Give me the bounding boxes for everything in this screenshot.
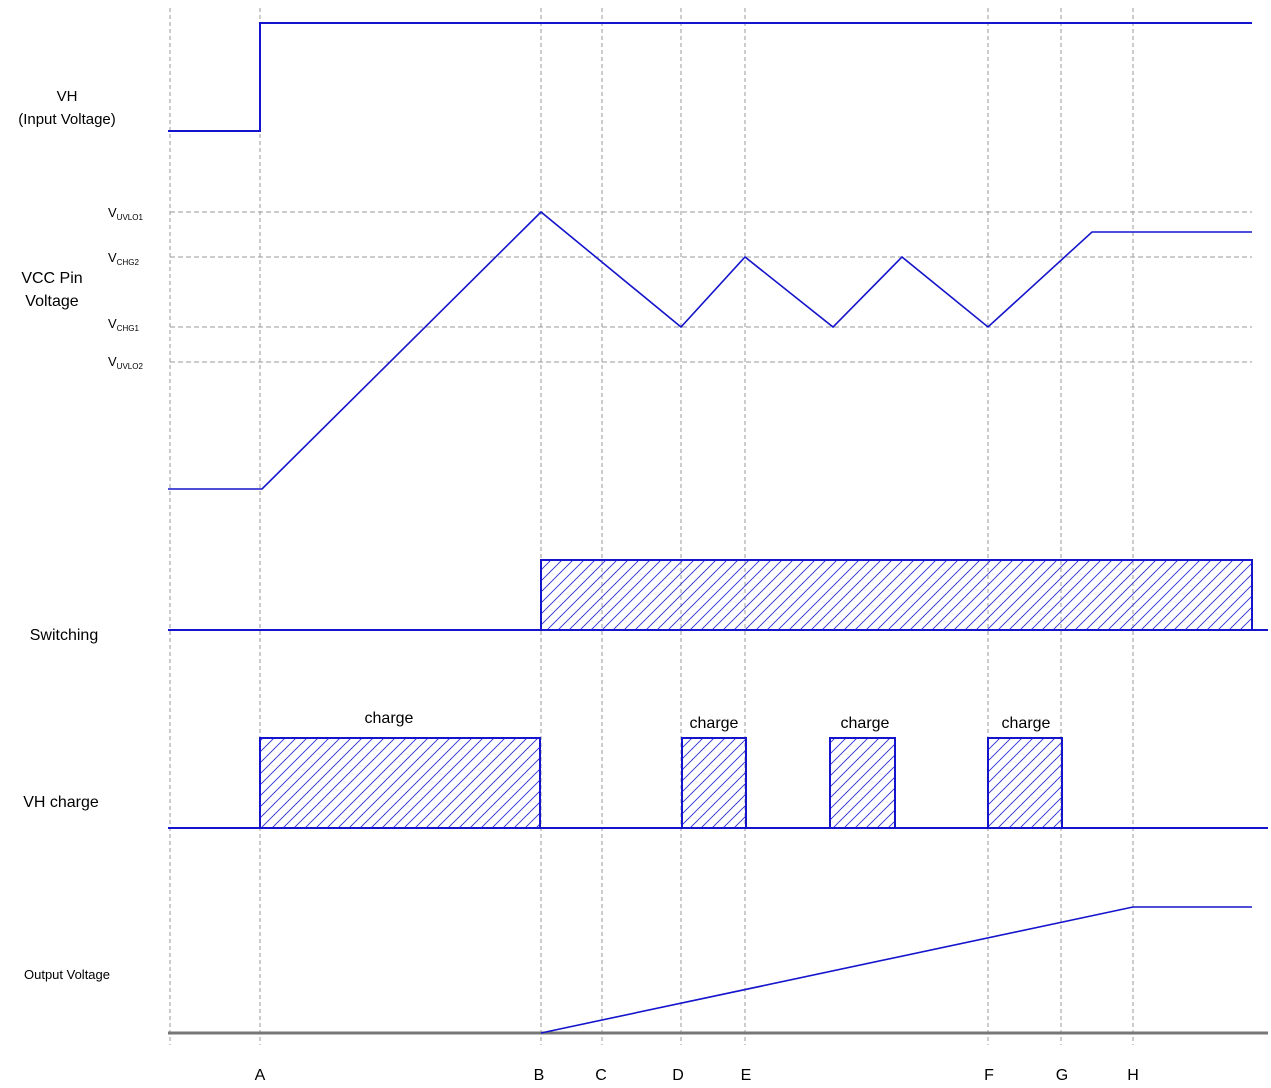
level-chg2-label: VCHG2 [108,250,139,267]
charge-block-1 [259,737,541,829]
time-marker-b: B [534,1067,545,1084]
charge-block-2 [681,737,747,829]
time-marker-a: A [255,1067,266,1084]
time-guides [169,8,1134,1045]
level-uvlo1-label: VUVLO1 [108,205,143,222]
switching-label: Switching [30,627,98,644]
vh-charge-label: VH charge [23,794,99,811]
time-marker-e: E [741,1067,752,1084]
vcc-label-line1: VCC Pin [21,270,82,287]
level-guides [170,211,1252,363]
time-marker-h: H [1127,1067,1139,1084]
level-uvlo2-label: VUVLO2 [108,354,143,371]
level-chg2-sub: CHG2 [117,258,140,267]
charge-label-1: charge [365,710,414,727]
output-voltage-label: Output Voltage [24,967,110,982]
charge-label-4: charge [1002,715,1051,732]
vcc-label-line2: Voltage [25,293,78,310]
charge-label-2: charge [690,715,739,732]
time-marker-g: G [1056,1067,1068,1084]
time-marker-c: C [595,1067,607,1084]
level-uvlo2-sub: UVLO2 [117,362,144,371]
charge-block-4 [987,737,1063,829]
charge-label-3: charge [841,715,890,732]
output-trace [540,906,1252,1034]
vh-trace [168,22,1252,132]
time-marker-f: F [984,1067,994,1084]
level-uvlo1-sub: UVLO1 [117,213,144,222]
vh-label-line2: (Input Voltage) [18,111,116,128]
vcc-trace [168,210,1252,490]
switching-hatched-block [540,559,1253,631]
time-marker-d: D [672,1067,684,1084]
level-chg1-sub: CHG1 [117,324,140,333]
vh-label-line1: VH [57,88,78,105]
level-chg1-label: VCHG1 [108,316,139,333]
charge-block-3 [829,737,896,829]
